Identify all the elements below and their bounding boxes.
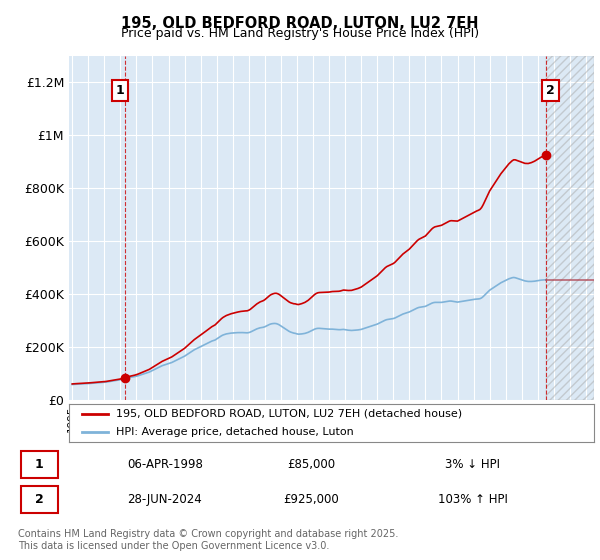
Text: £85,000: £85,000 [287,458,335,472]
Text: 195, OLD BEDFORD ROAD, LUTON, LU2 7EH: 195, OLD BEDFORD ROAD, LUTON, LU2 7EH [121,16,479,31]
Text: 2: 2 [35,493,43,506]
Text: 3% ↓ HPI: 3% ↓ HPI [445,458,500,472]
Text: 1: 1 [116,84,124,97]
FancyBboxPatch shape [20,486,58,513]
Text: 28-JUN-2024: 28-JUN-2024 [127,493,202,506]
Text: 103% ↑ HPI: 103% ↑ HPI [438,493,508,506]
Text: 2: 2 [546,84,555,97]
FancyBboxPatch shape [20,451,58,478]
Text: 1: 1 [35,458,43,472]
Text: £925,000: £925,000 [284,493,340,506]
Text: 195, OLD BEDFORD ROAD, LUTON, LU2 7EH (detached house): 195, OLD BEDFORD ROAD, LUTON, LU2 7EH (d… [116,409,463,419]
Text: Contains HM Land Registry data © Crown copyright and database right 2025.
This d: Contains HM Land Registry data © Crown c… [18,529,398,551]
Text: HPI: Average price, detached house, Luton: HPI: Average price, detached house, Luto… [116,427,354,437]
Text: 06-APR-1998: 06-APR-1998 [127,458,203,472]
Text: Price paid vs. HM Land Registry's House Price Index (HPI): Price paid vs. HM Land Registry's House … [121,27,479,40]
